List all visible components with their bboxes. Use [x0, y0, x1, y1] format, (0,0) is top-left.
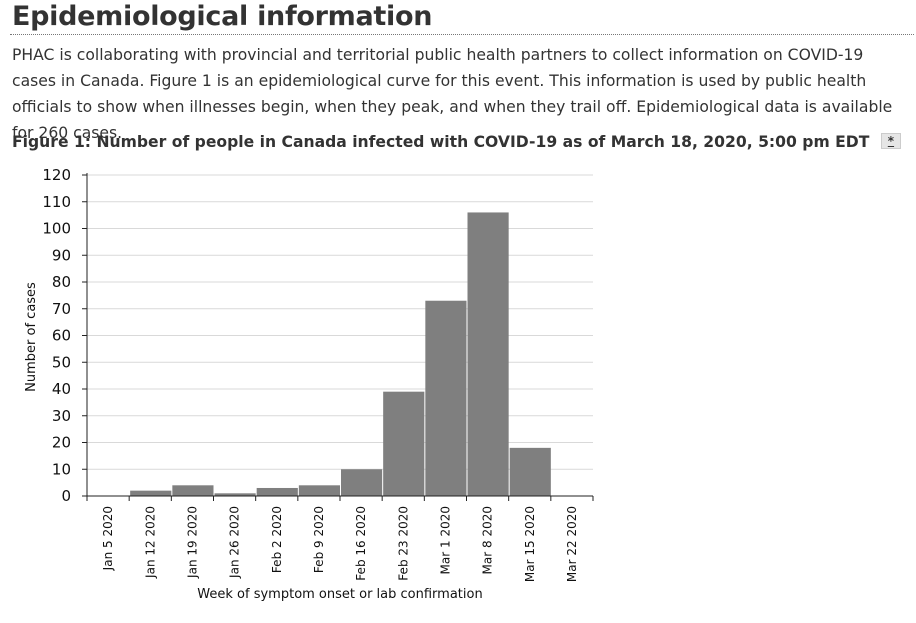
- figure-caption: Figure 1: Number of people in Canada inf…: [12, 133, 870, 151]
- x-tick-label: Mar 15 2020: [523, 506, 537, 582]
- bar: [256, 487, 298, 496]
- x-tick-label: Mar 8 2020: [481, 506, 495, 574]
- y-tick-label: 110: [42, 193, 71, 211]
- y-tick-label: 100: [42, 220, 71, 238]
- x-tick-label: Mar 22 2020: [565, 506, 579, 582]
- y-tick-labels: 0 10 20 30 40 50 60 70 80 90 100 110 120: [42, 166, 71, 505]
- section-heading: Epidemiological information: [12, 1, 433, 32]
- y-tick-label: 80: [52, 273, 71, 291]
- x-tick-label: Jan 26 2020: [228, 506, 242, 579]
- x-tick-label: Jan 12 2020: [143, 506, 157, 579]
- y-tick-label: 10: [52, 460, 71, 478]
- bars: [130, 212, 551, 496]
- x-tick-label: Jan 19 2020: [185, 506, 199, 579]
- y-tick-label: 90: [52, 246, 71, 264]
- x-axis-label: Week of symptom onset or lab confirmatio…: [197, 587, 482, 602]
- bar: [383, 391, 425, 496]
- axes: [82, 173, 594, 501]
- bar: [467, 212, 509, 496]
- x-tick-label: Feb 23 2020: [396, 506, 410, 581]
- y-tick-label: 60: [52, 327, 71, 345]
- y-tick-label: 120: [42, 166, 71, 184]
- section-heading-container: Epidemiological information: [10, 0, 914, 35]
- intro-paragraph: PHAC is collaborating with provincial an…: [12, 46, 893, 142]
- y-tick-label: 50: [52, 353, 71, 371]
- bar: [130, 490, 172, 496]
- bar: [425, 300, 467, 496]
- x-tick-label: Feb 9 2020: [312, 506, 326, 573]
- figure-caption-container: Figure 1: Number of people in Canada inf…: [12, 133, 902, 151]
- x-tick-label: Feb 16 2020: [354, 506, 368, 581]
- y-tick-label: 0: [61, 487, 71, 505]
- bar: [298, 485, 340, 496]
- x-tick-label: Jan 5 2020: [101, 506, 115, 571]
- x-tick-labels: Jan 5 2020 Jan 12 2020 Jan 19 2020 Jan 26 2…: [101, 506, 579, 582]
- x-tick-label: Feb 2 2020: [270, 506, 284, 573]
- y-tick-label: 70: [52, 300, 71, 318]
- y-tick-label: 20: [52, 434, 71, 452]
- gridlines: [87, 174, 593, 470]
- bar: [341, 469, 383, 496]
- x-tick-label: Mar 1 2020: [438, 506, 452, 574]
- footnote-link[interactable]: *: [880, 133, 902, 149]
- y-tick-label: 30: [52, 407, 71, 425]
- bar: [214, 493, 256, 496]
- y-axis-label: Number of cases: [24, 282, 39, 392]
- bar: [509, 447, 551, 496]
- y-tick-label: 40: [52, 380, 71, 398]
- bar: [172, 485, 214, 496]
